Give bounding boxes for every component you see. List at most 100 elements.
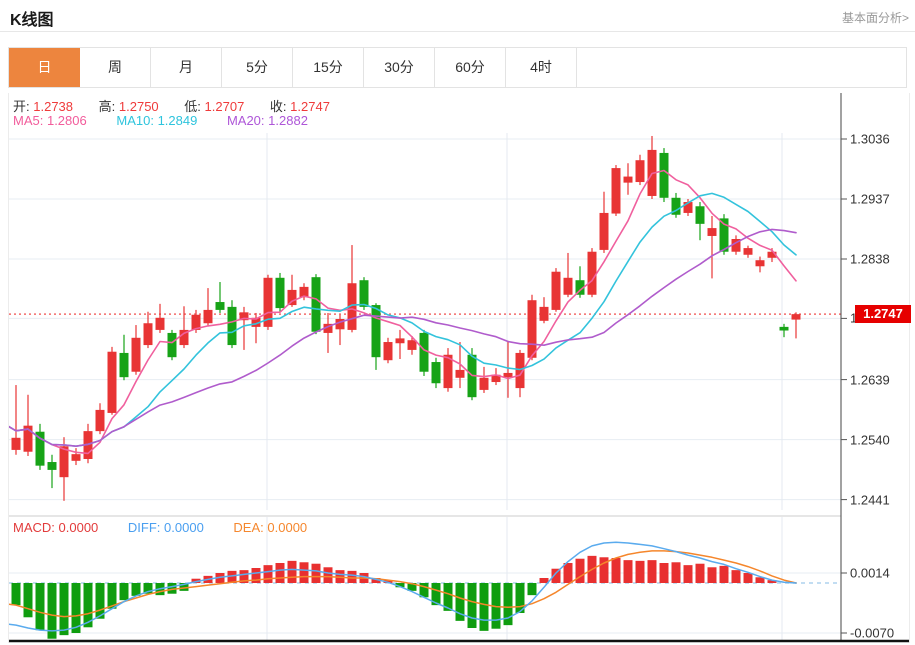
candle xyxy=(335,319,345,330)
candle xyxy=(767,251,777,258)
macd-bar xyxy=(59,583,69,636)
macd-bar xyxy=(323,567,333,583)
macd-bar xyxy=(731,570,741,583)
price-tick-label: 1.3036 xyxy=(850,131,890,147)
open-label: 开: xyxy=(13,99,30,114)
header-divider xyxy=(0,31,915,32)
macd-bar xyxy=(647,560,657,583)
macd-bar xyxy=(143,583,153,594)
candle xyxy=(659,152,669,198)
macd-bar xyxy=(395,583,405,588)
candle xyxy=(131,337,141,372)
macd-bar xyxy=(767,580,777,583)
macd-bar xyxy=(467,583,477,628)
candle xyxy=(191,314,201,330)
candle xyxy=(599,212,609,250)
macd-bar xyxy=(23,583,33,618)
diff-label: DIFF: xyxy=(127,520,161,535)
candle xyxy=(323,323,333,333)
dea-label: DEA: xyxy=(233,520,264,535)
candle xyxy=(563,277,573,295)
macd-bar xyxy=(443,583,453,611)
candle xyxy=(683,202,693,213)
tab-30分[interactable]: 30分 xyxy=(364,48,435,87)
candle xyxy=(287,289,297,306)
macd-bar xyxy=(479,583,489,631)
candle xyxy=(347,283,357,330)
macd-bar xyxy=(719,565,729,583)
candle xyxy=(455,369,465,378)
candle xyxy=(491,374,501,383)
candle xyxy=(743,248,753,255)
ma-lines xyxy=(9,169,797,455)
macd-bar xyxy=(671,562,681,583)
candle xyxy=(575,280,585,295)
candle xyxy=(623,176,633,183)
candle xyxy=(263,277,273,327)
macd-panel[interactable] xyxy=(9,541,839,639)
macd-bar xyxy=(47,583,57,639)
candle xyxy=(551,271,561,310)
macd-bar xyxy=(695,563,705,583)
macd-tick-label: 0.0014 xyxy=(850,565,890,581)
price-tick-label: 1.2937 xyxy=(850,191,890,207)
candle xyxy=(635,160,645,183)
macd-bar xyxy=(635,560,645,583)
candle xyxy=(203,309,213,324)
macd-bar xyxy=(35,583,45,631)
candle xyxy=(47,462,57,470)
candle xyxy=(95,409,105,432)
tab-5分[interactable]: 5分 xyxy=(222,48,293,87)
macd-bar xyxy=(539,578,549,583)
fundamental-analysis-link[interactable]: 基本面分析> xyxy=(841,11,909,25)
chart-canvas[interactable] xyxy=(9,93,909,643)
macd-bar xyxy=(227,570,237,583)
macd-bar xyxy=(251,568,261,583)
tab-月[interactable]: 月 xyxy=(151,48,222,87)
macd-tick-label: -0.0070 xyxy=(850,625,895,641)
candle xyxy=(299,286,309,298)
candle xyxy=(539,306,549,321)
macd-bar xyxy=(11,583,21,606)
macd-bar xyxy=(431,583,441,606)
candle xyxy=(359,280,369,307)
dea-value: 0.0000 xyxy=(267,520,308,535)
macd-bar xyxy=(275,563,285,583)
last-price-badge: 1.2747 xyxy=(855,305,911,324)
page-title: K线图 xyxy=(10,12,54,29)
tab-4时[interactable]: 4时 xyxy=(506,48,577,87)
candle xyxy=(11,437,21,450)
macd-bar xyxy=(119,583,129,601)
ma10-value: 1.2849 xyxy=(157,113,198,128)
high-label: 高: xyxy=(98,99,116,114)
macd-bar xyxy=(239,570,249,583)
close-label: 收: xyxy=(269,99,287,114)
close-value: 1.2747 xyxy=(290,99,330,114)
price-tick-label: 1.2838 xyxy=(850,251,890,267)
macd-bar xyxy=(107,583,117,609)
candle xyxy=(239,312,249,321)
period-tab-bar: 日周月 5分 15分 30分 60分 4时 xyxy=(8,47,907,88)
candle xyxy=(719,218,729,252)
candle xyxy=(383,342,393,361)
candle xyxy=(755,260,765,267)
macd-bar xyxy=(419,583,429,598)
tab-日[interactable]: 日 xyxy=(9,48,80,87)
macd-bar xyxy=(179,583,189,591)
candle xyxy=(671,197,681,215)
candle xyxy=(611,168,621,214)
price-tick-label: 1.2441 xyxy=(850,492,890,508)
tab-周[interactable]: 周 xyxy=(80,48,151,87)
macd-bar xyxy=(623,560,633,583)
candle xyxy=(167,332,177,358)
ma-readout: MA5: 1.2806 MA10: 1.2849 MA20: 1.2882 xyxy=(13,113,308,128)
tab-60分[interactable]: 60分 xyxy=(435,48,506,87)
tab-15分[interactable]: 15分 xyxy=(293,48,364,87)
candle xyxy=(179,329,189,346)
candle xyxy=(35,431,45,466)
candle xyxy=(431,362,441,384)
macd-value: 0.0000 xyxy=(58,520,99,535)
candle xyxy=(371,305,381,358)
price-tick-label: 1.2540 xyxy=(850,432,890,448)
